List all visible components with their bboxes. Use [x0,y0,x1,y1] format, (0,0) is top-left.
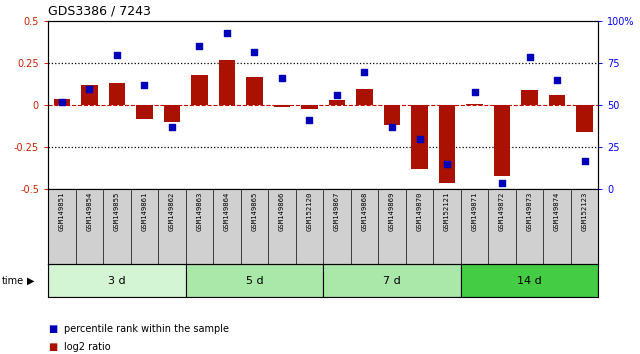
Bar [467,104,483,105]
Bar [549,95,565,105]
Text: GSM149861: GSM149861 [141,192,147,231]
Text: time: time [1,275,24,286]
Bar [48,264,186,297]
Text: GSM149851: GSM149851 [59,192,65,231]
Text: GSM149869: GSM149869 [389,192,395,231]
Text: log2 ratio: log2 ratio [64,342,111,352]
Point [360,69,370,75]
Bar [274,105,290,107]
Bar [384,105,400,126]
Bar [494,105,510,176]
Bar [54,98,70,105]
Point [250,48,260,54]
Text: GSM152120: GSM152120 [307,192,312,231]
Point [442,161,452,167]
Point [415,136,425,142]
Point [470,89,480,95]
Point [84,86,95,91]
Text: ▶: ▶ [27,275,35,286]
Bar [246,77,262,105]
Bar [522,90,538,105]
Bar [439,105,455,183]
Text: GSM152123: GSM152123 [582,192,588,231]
Text: 5 d: 5 d [246,275,263,286]
Bar [323,264,461,297]
Bar [81,85,97,105]
Text: ■: ■ [48,342,57,352]
Point [195,44,205,49]
Bar [219,60,235,105]
Point [140,82,150,88]
Point [277,76,287,81]
Point [387,124,397,130]
Bar [136,105,152,119]
Text: GSM149872: GSM149872 [499,192,505,231]
Text: GSM149873: GSM149873 [527,192,532,231]
Bar [109,84,125,105]
Point [552,77,563,83]
Text: GSM149867: GSM149867 [334,192,340,231]
Bar [461,264,598,297]
Text: GSM149870: GSM149870 [417,192,422,231]
Bar [329,100,345,105]
Point [580,158,590,164]
Text: GSM149871: GSM149871 [472,192,477,231]
Bar [186,264,323,297]
Bar [191,75,207,105]
Point [112,52,122,58]
Text: GSM149854: GSM149854 [86,192,92,231]
Point [332,92,342,98]
Text: 3 d: 3 d [108,275,125,286]
Text: percentile rank within the sample: percentile rank within the sample [64,324,229,334]
Point [167,124,177,130]
Point [222,30,232,36]
Bar [356,88,372,105]
Text: GSM149863: GSM149863 [196,192,202,231]
Bar [301,105,317,109]
Bar [577,105,593,132]
Text: GSM149864: GSM149864 [224,192,230,231]
Text: 7 d: 7 d [383,275,401,286]
Text: 14 d: 14 d [517,275,542,286]
Point [525,54,535,59]
Text: GSM149862: GSM149862 [169,192,175,231]
Text: ■: ■ [48,324,57,334]
Text: GSM149855: GSM149855 [114,192,120,231]
Point [57,99,67,105]
Text: GSM149874: GSM149874 [554,192,560,231]
Point [305,118,315,123]
Text: GSM149865: GSM149865 [252,192,257,231]
Text: GSM149868: GSM149868 [362,192,367,231]
Bar [164,105,180,122]
Text: GSM152121: GSM152121 [444,192,450,231]
Point [497,180,508,185]
Bar [412,105,428,169]
Text: GSM149866: GSM149866 [279,192,285,231]
Text: GDS3386 / 7243: GDS3386 / 7243 [48,5,151,18]
